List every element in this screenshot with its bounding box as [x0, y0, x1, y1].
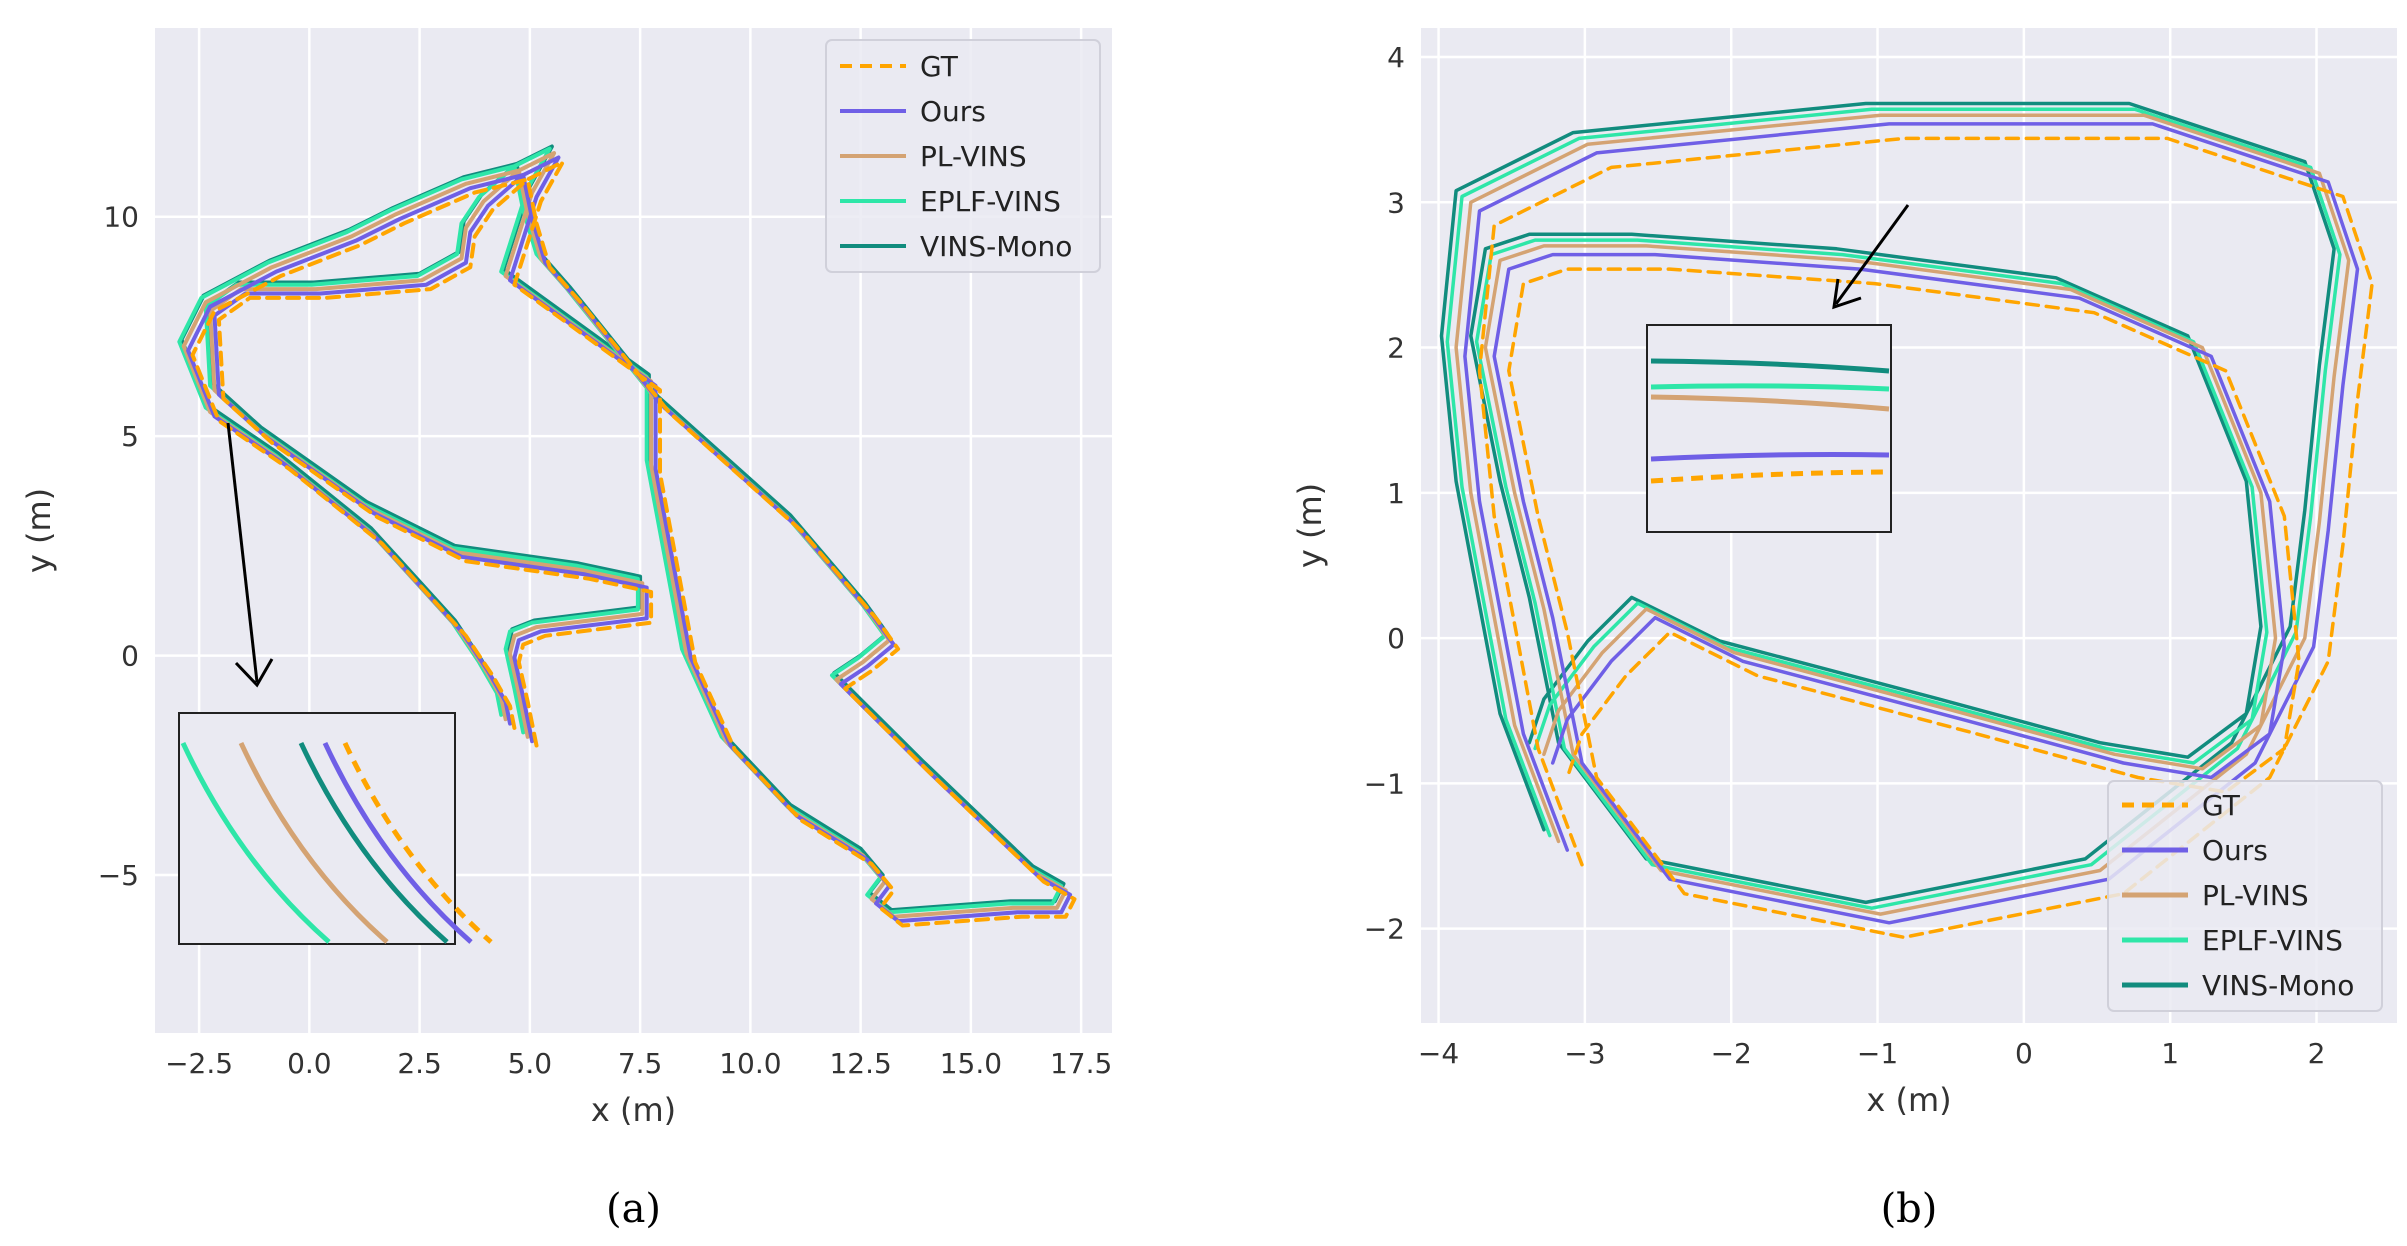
- legend-entry-label: Ours: [920, 95, 986, 128]
- x-tick-label: 0.0: [287, 1047, 332, 1080]
- legend-entry-label: VINS-Mono: [920, 230, 1072, 263]
- panel-label: (a): [606, 1186, 661, 1232]
- y-tick-label: 10: [103, 201, 139, 234]
- panel-b-trajectory-plot: −4 −3 −2 −1 0 1 2 4 3 2 1 0 −1 −2 x (m) y (m) GT Ours PL-V…: [1291, 28, 2397, 1232]
- zoom-inset-curve: [180, 741, 331, 944]
- x-tick-label: 15.0: [940, 1047, 1002, 1080]
- legend-entry-label: Ours: [2202, 834, 2268, 867]
- zoom-inset-curve: [298, 741, 449, 944]
- series-line-vins-mono: [1439, 101, 2336, 905]
- x-tick-label: 17.5: [1050, 1047, 1112, 1080]
- y-tick-label: 0: [1387, 622, 1405, 655]
- zoom-arrow-head: [234, 658, 274, 688]
- x-tick-label: 12.5: [829, 1047, 891, 1080]
- y-axis-label: y (m): [1291, 483, 1329, 568]
- x-tick-label: 10.0: [719, 1047, 781, 1080]
- y-tick-label: −5: [98, 859, 139, 892]
- y-tick-label: 4: [1387, 41, 1405, 74]
- legend-box: [825, 39, 1101, 273]
- series-line-ours: [1463, 122, 2360, 925]
- y-tick-label: 3: [1387, 186, 1405, 219]
- y-tick-label: 2: [1387, 332, 1405, 365]
- legend-entry-label: VINS-Mono: [2202, 969, 2354, 1002]
- y-tick-label: 5: [121, 420, 139, 453]
- legend-entry-label: PL-VINS: [2202, 879, 2309, 912]
- zoom-inset-curve: [1650, 383, 1890, 392]
- legend-box: [2107, 780, 2383, 1012]
- legend-entry-label: GT: [920, 50, 959, 83]
- x-tick-label: 2: [2308, 1037, 2326, 1070]
- zoom-arrow-head: [1832, 278, 1862, 310]
- x-tick-label: 5.0: [508, 1047, 553, 1080]
- y-tick-label: −2: [1364, 913, 1405, 946]
- zoom-inset-curve: [1650, 358, 1890, 374]
- zoom-inset-box: [1646, 324, 1892, 533]
- x-tick-label: −2.5: [165, 1047, 233, 1080]
- series-line-eplf-vins: [1445, 107, 2342, 910]
- series-line-gt: [1477, 136, 2374, 940]
- y-axis-label: y (m): [20, 488, 58, 573]
- panel-label: (b): [1881, 1186, 1938, 1232]
- legend-entry-label: GT: [2202, 789, 2241, 822]
- x-tick-label: 1: [2161, 1037, 2179, 1070]
- legend-entry-label: EPLF-VINS: [920, 185, 1061, 218]
- series-group: [1439, 101, 2374, 940]
- zoom-inset-curve: [1650, 394, 1890, 412]
- legend-entry-label: EPLF-VINS: [2202, 924, 2343, 957]
- x-tick-label: −2: [1711, 1037, 1752, 1070]
- x-tick-label: −4: [1418, 1037, 1459, 1070]
- zoom-arrow-shaft: [1834, 204, 1910, 305]
- zoom-inset-curve: [1650, 452, 1890, 462]
- zoom-arrow-shaft: [226, 422, 259, 683]
- x-tick-label: 2.5: [397, 1047, 442, 1080]
- y-tick-label: 1: [1387, 477, 1405, 510]
- x-tick-label: 0: [2015, 1037, 2033, 1070]
- series-line-gt: [190, 159, 1077, 928]
- y-tick-label: −1: [1364, 767, 1405, 800]
- x-tick-label: −1: [1857, 1037, 1898, 1070]
- series-group: [177, 144, 1077, 928]
- zoom-inset-curve: [238, 741, 389, 944]
- x-tick-label: −3: [1564, 1037, 1605, 1070]
- zoom-inset-curve: [1650, 469, 1890, 484]
- y-tick-label: 0: [121, 640, 139, 673]
- x-tick-label: 7.5: [618, 1047, 663, 1080]
- legend-entry-label: PL-VINS: [920, 140, 1027, 173]
- zoom-inset-curve: [322, 741, 473, 944]
- zoom-inset-curve: [342, 741, 493, 944]
- panel-a-trajectory-plot: −2.5 0.0 2.5 5.0 7.5 10.0 12.5 15.0 17.5 10 5 0 −5 x …: [20, 28, 1112, 1232]
- series-line-pl-vins: [1454, 113, 2351, 916]
- x-axis-label: x (m): [1866, 1081, 1951, 1119]
- x-axis-label: x (m): [591, 1091, 676, 1129]
